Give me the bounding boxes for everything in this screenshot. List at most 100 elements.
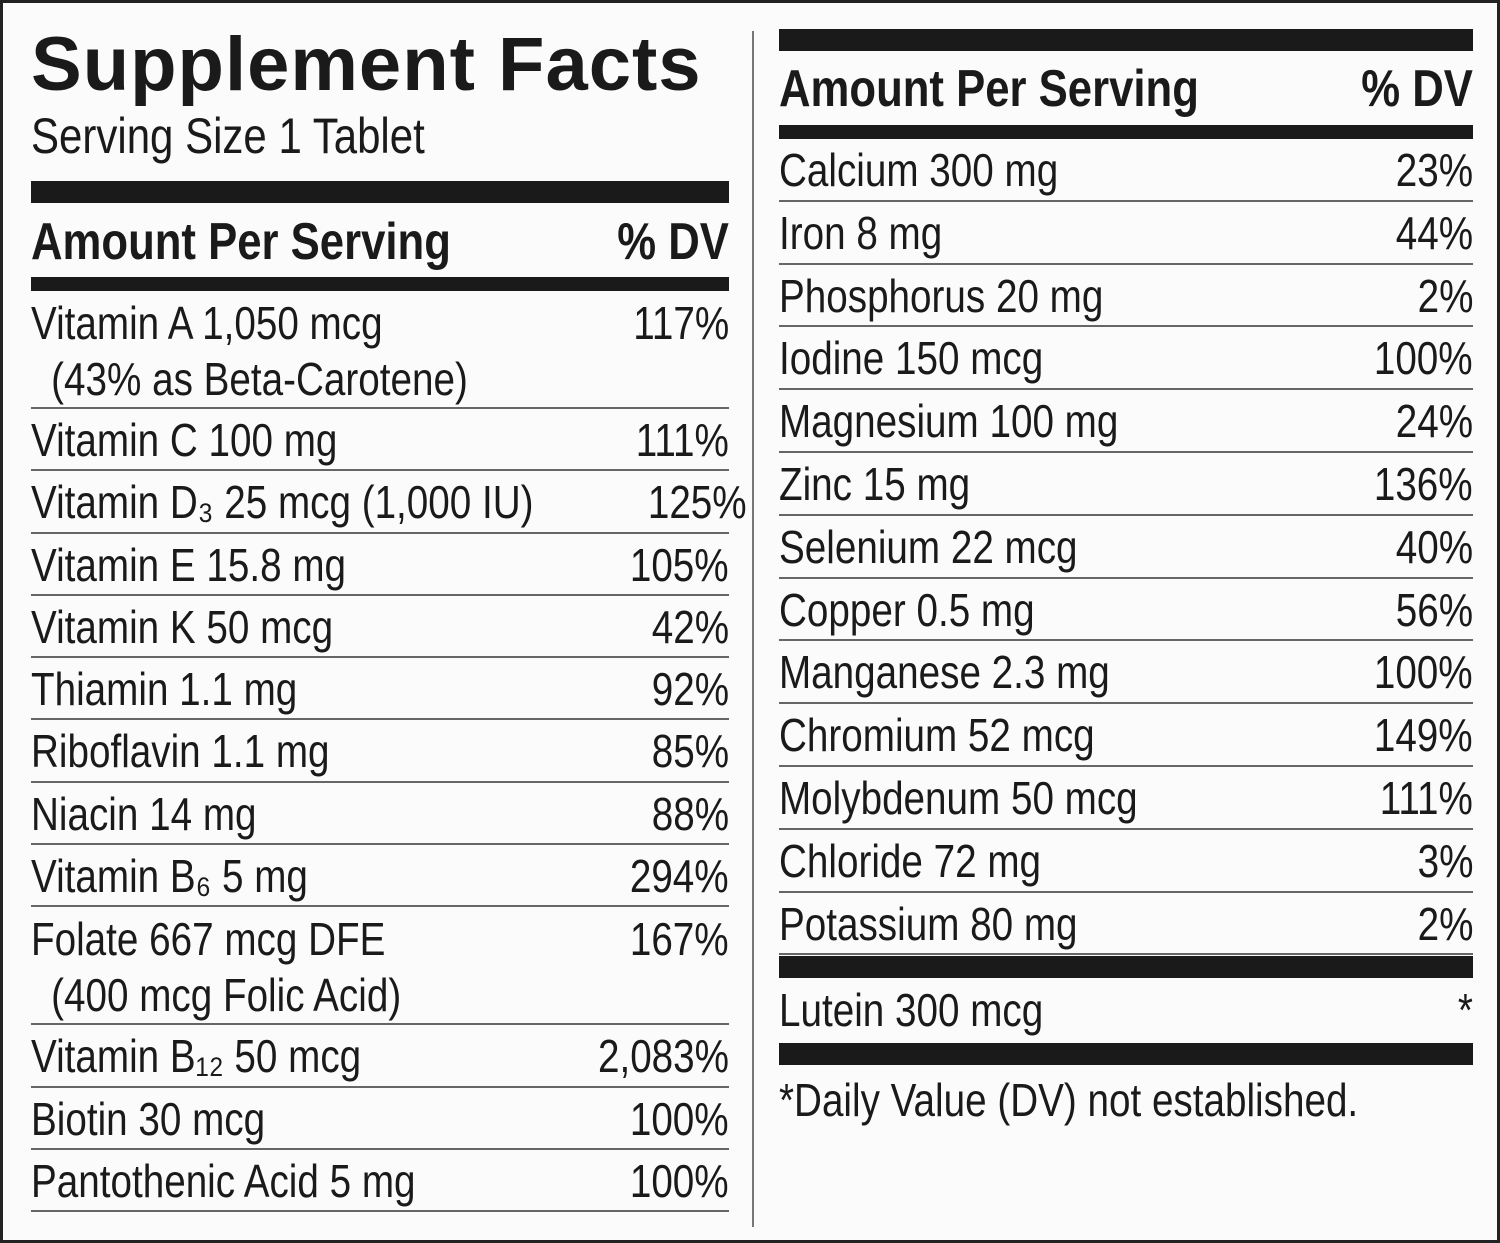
nutrient-name: Lutein 300 mcg [779, 984, 1044, 1036]
nutrient-name: Vitamin D₃ 25 mcg (1,000 IU) [31, 476, 534, 529]
nutrient-row: Lutein 300 mcg * [779, 978, 1473, 1043]
nutrient-name-cell: Chromium 52 mcg [779, 704, 1155, 765]
nutrient-row: Vitamin B₆ 5 mg 294% [31, 845, 729, 908]
nutrient-name-cell: Chloride 72 mg [779, 830, 1091, 891]
nutrient-name-cell: Vitamin A 1,050 mcg (43% as Beta-Carotene… [31, 295, 551, 407]
daily-value: 2,083% [597, 1030, 729, 1083]
daily-value: 111% [635, 414, 729, 466]
nutrient-name-cell: Molybdenum 50 mcg [779, 767, 1206, 828]
table-header: Amount Per Serving % DV [31, 206, 729, 278]
daily-value: 24% [1395, 395, 1473, 448]
daily-value: 167% [630, 913, 729, 966]
nutrient-name-cell: Phosphorus 20 mg [779, 265, 1165, 326]
daily-value: 2% [1417, 897, 1473, 950]
nutrient-name: Magnesium 100 mg [779, 395, 1119, 448]
nutrient-name: Vitamin C 100 mg [31, 414, 338, 466]
nutrient-row: Niacin 14 mg 88% [31, 783, 729, 846]
nutrient-name: Calcium 300 mg [779, 144, 1059, 196]
nutrient-name: Iodine 150 mcg [779, 332, 1044, 385]
nutrient-note: (400 mcg Folic Acid) [51, 969, 402, 1022]
nutrient-row: Molybdenum 50 mcg 111% [779, 767, 1473, 830]
daily-value: * [1457, 984, 1473, 1036]
nutrient-row: Vitamin A 1,050 mcg (43% as Beta-Carotene… [31, 291, 729, 409]
nutrient-name-cell: Lutein 300 mcg [779, 978, 1094, 1043]
nutrient-name: Zinc 15 mg [779, 457, 971, 510]
header-amount: Amount Per Serving [779, 60, 1199, 118]
nutrient-name-cell: Pantothenic Acid 5 mg [31, 1150, 489, 1210]
nutrient-name: Riboflavin 1.1 mg [31, 725, 330, 778]
nutrient-row: Vitamin D₃ 25 mcg (1,000 IU) 125% [31, 471, 747, 534]
table-header: Amount Per Serving % DV [779, 53, 1473, 125]
rule-bar [779, 29, 1473, 51]
right-column: Amount Per Serving % DV Calcium 300 mg 23… [779, 3, 1473, 1240]
nutrient-name-cell: Copper 0.5 mg [779, 579, 1083, 640]
nutrient-row: Vitamin B₁₂ 50 mcg 2,083% [31, 1025, 729, 1088]
nutrient-row: Chloride 72 mg 3% [779, 830, 1473, 893]
nutrient-name-cell: Vitamin C 100 mg [31, 409, 396, 469]
daily-value: 40% [1395, 520, 1473, 573]
nutrient-row: Copper 0.5 mg 56% [779, 579, 1473, 642]
footnote: *Daily Value (DV) not established. [779, 1074, 1359, 1126]
nutrient-row: Magnesium 100 mg 24% [779, 390, 1473, 453]
daily-value: 56% [1395, 583, 1473, 636]
nutrient-row: Thiamin 1.1 mg 92% [31, 658, 729, 721]
daily-value: 100% [630, 1092, 729, 1145]
nutrient-row: Riboflavin 1.1 mg 85% [31, 720, 729, 783]
nutrient-name-cell: Vitamin B₁₂ 50 mcg [31, 1025, 424, 1085]
nutrient-name-cell: Potassium 80 mg [779, 893, 1134, 954]
nutrient-name-cell: Vitamin D₃ 25 mcg (1,000 IU) [31, 471, 629, 531]
rule-bar [779, 956, 1473, 978]
nutrient-name: Pantothenic Acid 5 mg [31, 1154, 416, 1207]
nutrient-name-cell: Vitamin B₆ 5 mg [31, 845, 361, 905]
nutrient-row: Chromium 52 mcg 149% [779, 704, 1473, 767]
nutrient-row: Calcium 300 mg 23% [779, 139, 1473, 202]
nutrient-row: Potassium 80 mg 2% [779, 893, 1473, 956]
nutrient-name: Vitamin K 50 mcg [31, 600, 334, 653]
left-column: Supplement Facts Serving Size 1 Tablet A… [31, 3, 747, 1240]
daily-value: 100% [1374, 646, 1473, 699]
nutrient-name-cell: Vitamin E 15.8 mg [31, 534, 406, 594]
nutrient-name: Molybdenum 50 mcg [779, 771, 1138, 824]
daily-value: 3% [1417, 834, 1473, 887]
daily-value: 100% [1374, 332, 1473, 385]
nutrient-row: Vitamin C 100 mg 111% [31, 409, 729, 472]
nutrient-name: Potassium 80 mg [779, 897, 1078, 950]
nutrient-name-cell: Calcium 300 mg [779, 139, 1111, 200]
serving-size: Serving Size 1 Tablet [31, 108, 425, 164]
daily-value: 23% [1395, 144, 1473, 196]
nutrient-name: Vitamin E 15.8 mg [31, 538, 347, 591]
nutrient-row: Phosphorus 20 mg 2% [779, 265, 1473, 328]
header-dv: % DV [1361, 60, 1473, 118]
nutrient-name: Phosphorus 20 mg [779, 269, 1104, 322]
nutrient-name-cell: Selenium 22 mcg [779, 516, 1134, 577]
nutrient-name: Selenium 22 mcg [779, 520, 1078, 573]
nutrient-name: Folate 667 mcg DFE [31, 913, 386, 966]
header-amount: Amount Per Serving [31, 213, 451, 271]
header-dv: % DV [617, 213, 729, 271]
nutrient-row: Selenium 22 mcg 40% [779, 516, 1473, 579]
nutrient-row: Manganese 2.3 mg 100% [779, 641, 1473, 705]
daily-value: 44% [1395, 206, 1473, 259]
extra-rows: Lutein 300 mcg * [779, 978, 1473, 1043]
daily-value: 136% [1374, 457, 1473, 510]
nutrient-name: Vitamin B₁₂ 50 mcg [31, 1030, 362, 1083]
daily-value: 294% [630, 850, 729, 903]
nutrient-name: Vitamin B₆ 5 mg [31, 850, 308, 903]
nutrient-row: Biotin 30 mcg 100% [31, 1088, 729, 1150]
nutrient-name: Thiamin 1.1 mg [31, 663, 298, 716]
nutrient-name-cell: Iodine 150 mcg [779, 327, 1094, 388]
nutrient-row: Zinc 15 mg 136% [779, 453, 1473, 516]
nutrient-name-cell: Vitamin K 50 mcg [31, 596, 391, 656]
column-divider [752, 31, 754, 1227]
daily-value: 105% [630, 538, 729, 591]
nutrient-row: Iron 8 mg 44% [779, 202, 1473, 265]
nutrient-name-cell: Folate 667 mcg DFE (400 mcg Folic Acid) [31, 911, 472, 1023]
rule-bar [779, 1043, 1473, 1065]
daily-value: 117% [633, 297, 729, 349]
nutrient-name-cell: Manganese 2.3 mg [779, 641, 1173, 702]
nutrient-row: Vitamin K 50 mcg 42% [31, 596, 729, 659]
nutrient-name-cell: Thiamin 1.1 mg [31, 658, 348, 718]
nutrient-name-cell: Riboflavin 1.1 mg [31, 720, 386, 780]
nutrient-name-cell: Niacin 14 mg [31, 783, 299, 843]
